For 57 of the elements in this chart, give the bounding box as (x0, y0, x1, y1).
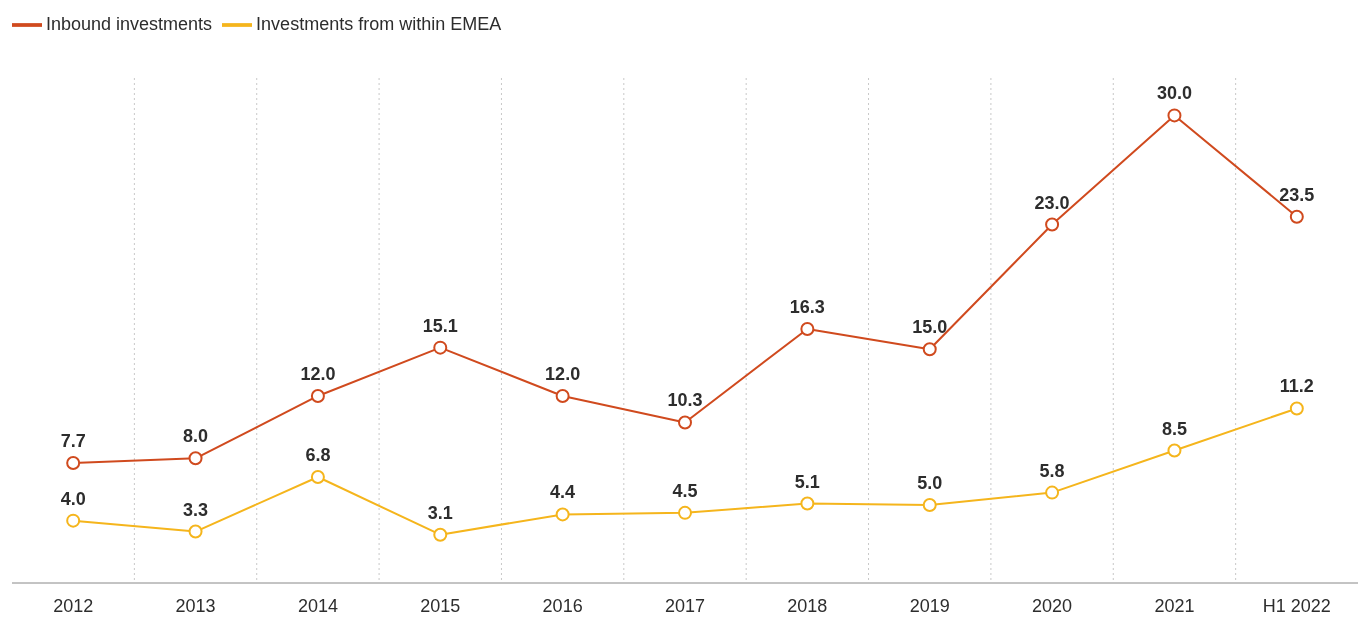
legend-label: Inbound investments (46, 13, 213, 34)
point (66, 513, 81, 528)
x-tick-label: 2020 (1032, 595, 1073, 616)
data-label: 23.0 (1034, 192, 1070, 213)
data-label: 11.2 (1279, 376, 1314, 397)
x-tick-label: 2013 (175, 595, 216, 616)
data-label: 12.0 (545, 363, 581, 384)
data-label: 4.5 (672, 480, 698, 501)
data-label: 10.3 (667, 390, 703, 411)
point (555, 388, 570, 403)
data-label: 4.4 (550, 482, 576, 503)
data-label: 8.5 (1161, 418, 1187, 439)
data-label: 15.1 (422, 315, 458, 336)
x-tick-label: H1 2022 (1262, 595, 1331, 616)
point (1167, 443, 1182, 458)
point (1045, 217, 1060, 232)
point (433, 340, 448, 355)
point (188, 524, 203, 539)
data-label: 5.1 (794, 471, 820, 492)
data-label: 3.1 (427, 502, 453, 523)
data-label: 6.8 (305, 445, 331, 466)
x-tick-label: 2014 (297, 595, 338, 616)
legend-label: Investments from within EMEA (256, 13, 502, 34)
data-label: 4.0 (60, 488, 86, 509)
point (678, 505, 692, 520)
x-tick-label: 2018 (787, 595, 828, 616)
point (310, 470, 325, 485)
point (1167, 108, 1182, 123)
data-label: 16.3 (789, 296, 825, 317)
point (310, 388, 325, 403)
point (66, 455, 81, 470)
data-label: 8.0 (183, 426, 209, 447)
point (188, 451, 203, 466)
data-label: 23.5 (1279, 184, 1315, 205)
x-tick-label: 2021 (1154, 595, 1195, 616)
point (922, 498, 937, 513)
x-tick-label: 2019 (909, 595, 950, 616)
data-label: 12.0 (300, 363, 336, 384)
point (1045, 485, 1060, 500)
point (1289, 209, 1304, 224)
data-label: 5.8 (1039, 460, 1065, 481)
point (800, 321, 815, 336)
point (555, 507, 570, 522)
data-label: 5.0 (917, 473, 943, 494)
data-label: 7.7 (60, 430, 86, 451)
point (433, 527, 448, 542)
point (800, 496, 815, 511)
x-tick-label: 2017 (664, 595, 706, 616)
data-label: 3.3 (183, 499, 209, 520)
x-tick-label: 2016 (542, 595, 583, 616)
x-tick-label: 2012 (53, 595, 94, 616)
x-tick-label: 2015 (420, 595, 461, 616)
point (678, 415, 692, 430)
data-label: 15.0 (912, 317, 948, 338)
data-label: 30.0 (1156, 83, 1192, 104)
point (922, 342, 937, 357)
point (1289, 401, 1304, 416)
